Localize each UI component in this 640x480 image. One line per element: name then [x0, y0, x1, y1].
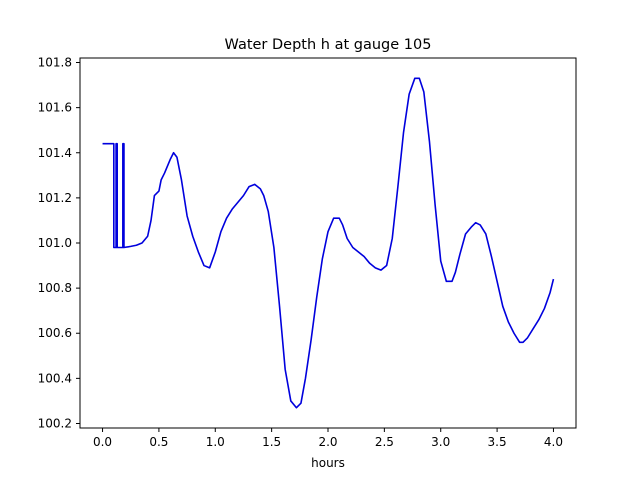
- y-tick-label: 100.8: [38, 281, 72, 295]
- y-tick-label: 100.2: [38, 416, 72, 430]
- x-tick-label: 4.0: [544, 435, 563, 449]
- y-tick-label: 101.2: [38, 191, 72, 205]
- y-tick-label: 101.0: [38, 236, 72, 250]
- y-tick-label: 100.6: [38, 326, 72, 340]
- x-tick-label: 2.5: [375, 435, 394, 449]
- x-axis-label: hours: [311, 456, 345, 470]
- y-tick-label: 101.4: [38, 146, 72, 160]
- plot-area: [102, 77, 555, 409]
- y-axis: 100.2 100.4 100.6 100.8 101.0 101.2 101.4 101.6…: [38, 56, 80, 430]
- x-tick-label: 3.0: [431, 435, 450, 449]
- x-tick-label: 0.5: [149, 435, 168, 449]
- x-tick-label: 2.0: [318, 435, 337, 449]
- y-tick-label: 100.4: [38, 371, 72, 385]
- x-tick-label: 0.0: [93, 435, 112, 449]
- y-tick-label: 101.8: [38, 56, 72, 70]
- x-tick-label: 3.5: [488, 435, 507, 449]
- axes-frame: [79, 57, 577, 429]
- chart-title: Water Depth h at gauge 105: [225, 37, 432, 53]
- series-line: [102, 77, 555, 409]
- x-tick-label: 1.0: [206, 435, 225, 449]
- x-tick-label: 1.5: [262, 435, 281, 449]
- x-axis: 0.0 0.5 1.0 1.5 2.0 2.5 3.0 3.5 4.0: [93, 428, 563, 449]
- y-tick-label: 101.6: [38, 101, 72, 115]
